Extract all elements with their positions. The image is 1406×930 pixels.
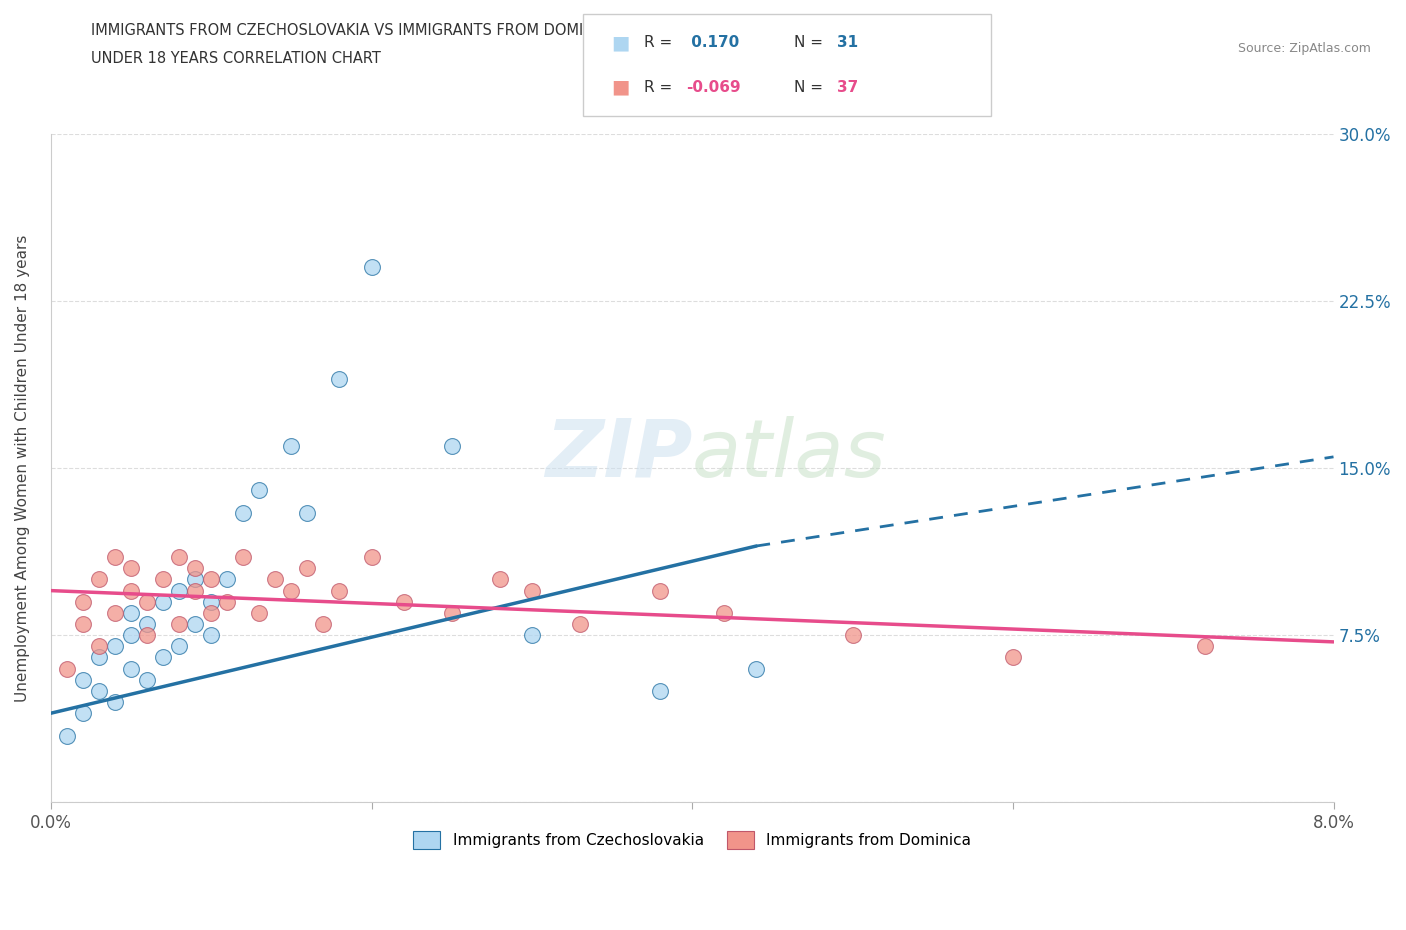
Point [87, 684, 110, 698]
Point [568, 617, 591, 631]
Point [280, 438, 302, 453]
Point [72, 672, 94, 687]
Point [232, 505, 254, 520]
Point [72, 617, 94, 631]
Text: IMMIGRANTS FROM CZECHOSLOVAKIA VS IMMIGRANTS FROM DOMINICA UNEMPLOYMENT AMONG WO: IMMIGRANTS FROM CZECHOSLOVAKIA VS IMMIGR… [91, 23, 991, 38]
Point [200, 628, 222, 643]
Point [520, 628, 543, 643]
Y-axis label: Unemployment Among Women with Children Under 18 years: Unemployment Among Women with Children U… [15, 234, 30, 701]
Point [217, 594, 239, 609]
Text: N =: N = [794, 80, 828, 95]
Legend: Immigrants from Czechoslovakia, Immigrants from Dominica: Immigrants from Czechoslovakia, Immigran… [406, 825, 977, 855]
Point [167, 617, 190, 631]
Point [104, 695, 127, 710]
Point [232, 550, 254, 565]
Point [297, 505, 319, 520]
Point [297, 561, 319, 576]
Point [328, 371, 350, 386]
Point [104, 605, 127, 620]
Point [360, 550, 382, 565]
Point [200, 605, 222, 620]
Text: atlas: atlas [692, 416, 887, 494]
Point [152, 594, 174, 609]
Point [184, 583, 207, 598]
Point [136, 617, 159, 631]
Point [217, 572, 239, 587]
Text: R =: R = [644, 35, 678, 50]
Point [120, 605, 142, 620]
Point [1001, 650, 1024, 665]
Point [87, 572, 110, 587]
Point [136, 672, 159, 687]
Point [56, 728, 79, 743]
Text: UNDER 18 YEARS CORRELATION CHART: UNDER 18 YEARS CORRELATION CHART [91, 51, 381, 66]
Point [152, 572, 174, 587]
Point [167, 639, 190, 654]
Point [56, 661, 79, 676]
Text: 37: 37 [837, 80, 858, 95]
Point [440, 605, 463, 620]
Point [440, 438, 463, 453]
Point [360, 259, 382, 274]
Point [87, 639, 110, 654]
Point [745, 661, 768, 676]
Point [841, 628, 863, 643]
Text: Source: ZipAtlas.com: Source: ZipAtlas.com [1237, 42, 1371, 55]
Point [648, 684, 671, 698]
Point [520, 583, 543, 598]
Point [200, 594, 222, 609]
Point [1194, 639, 1216, 654]
Point [648, 583, 671, 598]
Point [167, 583, 190, 598]
Point [184, 572, 207, 587]
Point [120, 661, 142, 676]
Point [87, 650, 110, 665]
Text: ZIP: ZIP [544, 416, 692, 494]
Text: ■: ■ [612, 78, 630, 97]
Point [328, 583, 350, 598]
Point [136, 628, 159, 643]
Point [120, 628, 142, 643]
Point [247, 605, 270, 620]
Point [392, 594, 415, 609]
Point [312, 617, 335, 631]
Point [488, 572, 510, 587]
Point [713, 605, 735, 620]
Point [280, 583, 302, 598]
Text: 0.170: 0.170 [686, 35, 740, 50]
Point [136, 594, 159, 609]
Point [152, 650, 174, 665]
Text: -0.069: -0.069 [686, 80, 741, 95]
Point [104, 550, 127, 565]
Point [120, 561, 142, 576]
Point [72, 706, 94, 721]
Point [120, 583, 142, 598]
Text: ■: ■ [612, 33, 630, 52]
Point [72, 594, 94, 609]
Text: N =: N = [794, 35, 828, 50]
Point [104, 639, 127, 654]
Point [200, 572, 222, 587]
Point [184, 617, 207, 631]
Point [264, 572, 287, 587]
Point [167, 550, 190, 565]
Text: R =: R = [644, 80, 678, 95]
Point [184, 561, 207, 576]
Point [247, 483, 270, 498]
Text: 31: 31 [837, 35, 858, 50]
